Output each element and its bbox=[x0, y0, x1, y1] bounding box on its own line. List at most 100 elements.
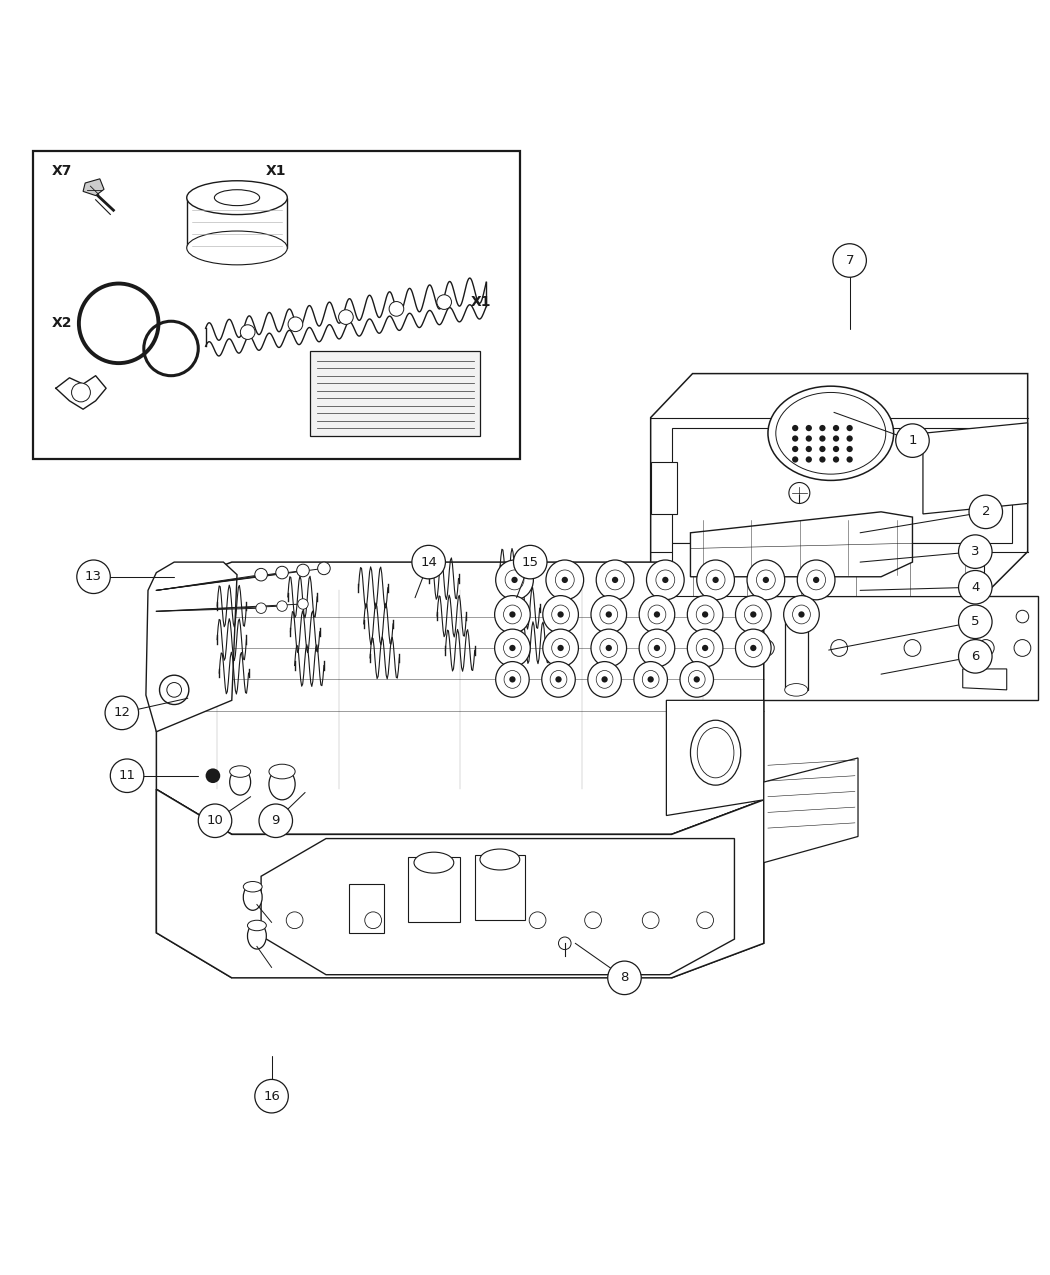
Ellipse shape bbox=[707, 570, 724, 590]
Circle shape bbox=[697, 912, 714, 928]
Polygon shape bbox=[407, 857, 460, 922]
Ellipse shape bbox=[806, 570, 825, 590]
Text: 7: 7 bbox=[845, 254, 854, 266]
Circle shape bbox=[606, 611, 612, 617]
Text: 1: 1 bbox=[908, 434, 917, 448]
Polygon shape bbox=[672, 799, 763, 978]
Ellipse shape bbox=[504, 639, 522, 658]
Circle shape bbox=[833, 456, 839, 463]
Ellipse shape bbox=[793, 606, 811, 623]
Ellipse shape bbox=[551, 606, 569, 623]
Ellipse shape bbox=[783, 595, 819, 634]
Polygon shape bbox=[691, 511, 912, 576]
Ellipse shape bbox=[680, 662, 714, 697]
Ellipse shape bbox=[639, 595, 675, 634]
Polygon shape bbox=[667, 700, 763, 816]
Text: 4: 4 bbox=[971, 580, 980, 594]
Circle shape bbox=[585, 912, 602, 928]
Circle shape bbox=[959, 640, 992, 673]
Polygon shape bbox=[651, 462, 677, 514]
Text: 2: 2 bbox=[982, 505, 990, 519]
Circle shape bbox=[287, 912, 303, 928]
Bar bbox=[784, 615, 807, 690]
Circle shape bbox=[509, 611, 516, 617]
Ellipse shape bbox=[496, 662, 529, 697]
Ellipse shape bbox=[214, 190, 259, 205]
Ellipse shape bbox=[596, 560, 634, 599]
Ellipse shape bbox=[697, 728, 734, 778]
Polygon shape bbox=[651, 374, 1028, 595]
Circle shape bbox=[390, 302, 404, 316]
Ellipse shape bbox=[543, 595, 579, 634]
Ellipse shape bbox=[747, 560, 784, 599]
Ellipse shape bbox=[230, 769, 251, 796]
Circle shape bbox=[833, 244, 866, 277]
Ellipse shape bbox=[696, 639, 714, 658]
Circle shape bbox=[198, 805, 232, 838]
Ellipse shape bbox=[776, 393, 886, 474]
Ellipse shape bbox=[600, 606, 617, 623]
Ellipse shape bbox=[495, 629, 530, 667]
Circle shape bbox=[277, 601, 288, 611]
Text: X7: X7 bbox=[51, 164, 72, 178]
Ellipse shape bbox=[495, 595, 530, 634]
Circle shape bbox=[819, 456, 825, 463]
Circle shape bbox=[612, 576, 618, 583]
Ellipse shape bbox=[768, 386, 894, 481]
Circle shape bbox=[792, 456, 798, 463]
Ellipse shape bbox=[744, 639, 762, 658]
Circle shape bbox=[846, 446, 853, 453]
Ellipse shape bbox=[551, 639, 569, 658]
Text: 12: 12 bbox=[113, 706, 130, 719]
Ellipse shape bbox=[588, 662, 622, 697]
Circle shape bbox=[792, 435, 798, 441]
Ellipse shape bbox=[555, 570, 574, 590]
Circle shape bbox=[606, 645, 612, 652]
Circle shape bbox=[959, 606, 992, 639]
Ellipse shape bbox=[688, 595, 722, 634]
Circle shape bbox=[702, 645, 709, 652]
Polygon shape bbox=[763, 757, 858, 863]
Ellipse shape bbox=[647, 560, 685, 599]
Ellipse shape bbox=[504, 606, 522, 623]
Ellipse shape bbox=[505, 570, 524, 590]
Circle shape bbox=[792, 446, 798, 453]
Ellipse shape bbox=[648, 639, 666, 658]
Text: 13: 13 bbox=[85, 570, 102, 583]
Circle shape bbox=[663, 576, 669, 583]
Circle shape bbox=[298, 599, 309, 609]
Polygon shape bbox=[734, 595, 1038, 700]
Circle shape bbox=[412, 546, 445, 579]
Polygon shape bbox=[672, 428, 1012, 543]
Circle shape bbox=[338, 310, 353, 324]
Polygon shape bbox=[672, 543, 984, 595]
Circle shape bbox=[509, 676, 516, 682]
Circle shape bbox=[1016, 611, 1029, 623]
Circle shape bbox=[978, 640, 994, 657]
Polygon shape bbox=[963, 669, 1007, 690]
Bar bbox=[187, 198, 288, 247]
Polygon shape bbox=[261, 839, 734, 974]
Polygon shape bbox=[83, 179, 104, 195]
Circle shape bbox=[959, 570, 992, 604]
Circle shape bbox=[789, 482, 810, 504]
Circle shape bbox=[240, 325, 255, 339]
Ellipse shape bbox=[784, 683, 807, 696]
Ellipse shape bbox=[784, 608, 807, 621]
Circle shape bbox=[904, 640, 921, 657]
Polygon shape bbox=[146, 562, 237, 732]
Circle shape bbox=[558, 611, 564, 617]
Ellipse shape bbox=[634, 662, 668, 697]
Circle shape bbox=[297, 565, 310, 576]
Ellipse shape bbox=[697, 560, 734, 599]
Ellipse shape bbox=[606, 570, 625, 590]
Polygon shape bbox=[349, 884, 383, 933]
Ellipse shape bbox=[596, 671, 613, 688]
Text: 11: 11 bbox=[119, 769, 135, 783]
Circle shape bbox=[750, 645, 756, 652]
Circle shape bbox=[276, 566, 289, 579]
Circle shape bbox=[1014, 640, 1031, 657]
Text: 15: 15 bbox=[522, 556, 539, 569]
Circle shape bbox=[167, 682, 182, 697]
Text: 6: 6 bbox=[971, 650, 980, 663]
